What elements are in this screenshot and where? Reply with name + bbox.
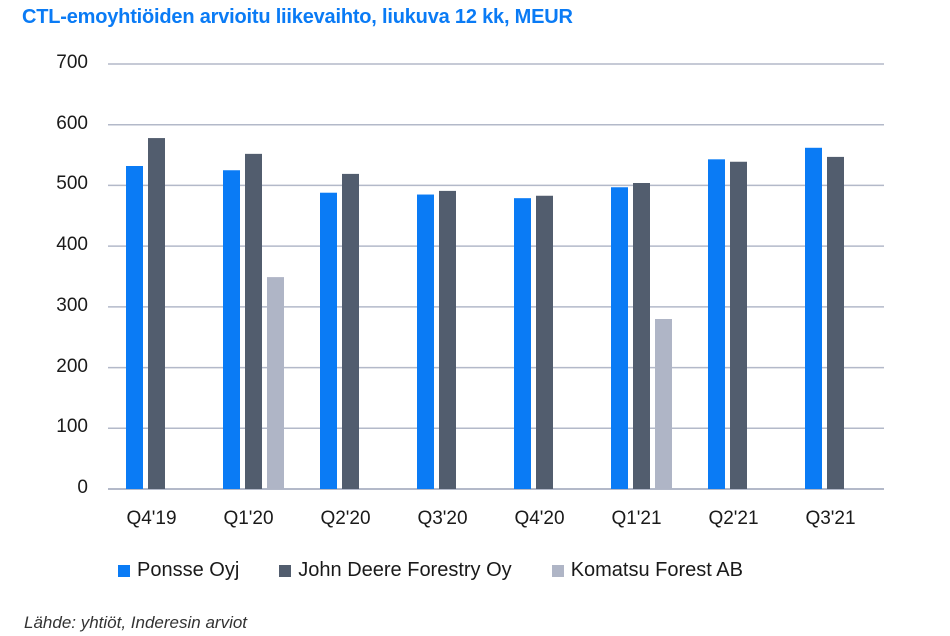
bar [320,192,337,489]
bar [342,173,359,489]
x-tick-label: Q4'20 [514,508,565,529]
legend-swatch-icon [118,564,130,577]
gridlines [108,63,884,490]
legend-item-john-deere: John Deere Forestry Oy [279,559,512,582]
bar [633,183,650,489]
bar [611,187,628,489]
x-tick-label: Q3'21 [805,508,856,529]
y-tick-label: 200 [56,355,88,377]
bar [267,277,284,489]
y-tick-label: 500 [56,173,88,195]
x-tick-label: Q2'20 [320,508,371,529]
legend-label: John Deere Forestry Oy [298,559,512,581]
bar [827,156,844,489]
bar [223,170,240,489]
legend-swatch-icon [551,564,564,577]
y-tick-label: 300 [56,294,88,316]
y-tick-label: 400 [56,234,88,256]
legend: Ponsse Oyj John Deere Forestry Oy Komats… [118,559,783,582]
chart-title: CTL-emoyhtiöiden arvioitu liikevaihto, l… [22,6,573,28]
bar [655,319,672,489]
bar [417,194,434,490]
bar [805,147,822,490]
legend-item-ponsse: Ponsse Oyj [118,559,239,582]
x-tick-label: Q1'21 [611,508,662,529]
legend-label: Komatsu Forest AB [570,559,743,581]
x-tick-label: Q2'21 [708,508,759,529]
x-tick-label: Q1'20 [223,508,274,529]
bar [708,159,725,490]
x-tick-label: Q4'19 [126,508,177,529]
bar [536,195,553,489]
y-tick-label: 600 [56,112,88,134]
bar [730,161,747,489]
y-tick-label: 0 [77,477,88,498]
bar-series [126,138,844,490]
legend-swatch-icon [279,564,292,577]
y-tick-label: 700 [56,52,88,73]
bar [245,153,262,489]
y-tick-label: 100 [56,416,88,438]
bar [148,138,165,490]
bar [439,190,456,489]
x-tick-label: Q3'20 [417,508,468,529]
legend-label: Ponsse Oyj [137,559,240,581]
source-note: Lähde: yhtiöt, Inderesin arviot [24,613,248,632]
bar [126,166,143,489]
chart-plot-area [108,63,884,490]
legend-item-komatsu: Komatsu Forest AB [551,559,743,582]
bar [514,198,531,489]
